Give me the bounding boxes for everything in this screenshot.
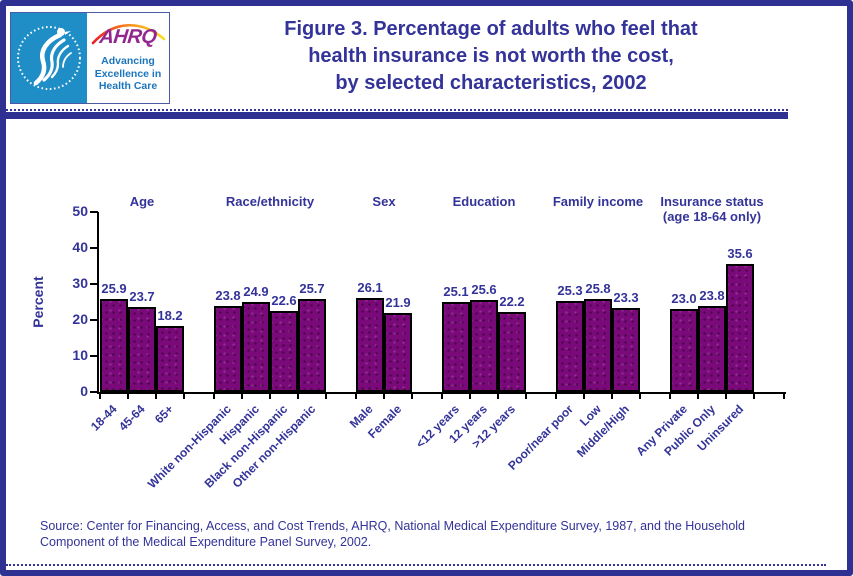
figure-title: Figure 3. Percentage of adults who feel …: [284, 18, 698, 94]
header-divider-bar: [6, 112, 788, 119]
y-tick-label: 20: [72, 311, 88, 327]
y-tick-label: 0: [80, 383, 88, 399]
bar: [470, 300, 498, 392]
bar: [156, 326, 184, 392]
x-tick: [669, 394, 671, 399]
bar: [384, 313, 412, 392]
y-tick: [90, 211, 98, 213]
bar: [584, 299, 612, 392]
y-tick: [90, 319, 98, 321]
bar-value-label: 25.8: [585, 281, 611, 296]
bar: [612, 308, 640, 392]
x-category-label: 65+: [151, 402, 176, 427]
x-tick: [725, 394, 727, 399]
x-tick: [583, 394, 585, 399]
y-tick: [90, 391, 98, 393]
bar: [498, 312, 526, 392]
x-tick: [99, 394, 101, 399]
x-category-label: 18-44: [88, 402, 120, 434]
x-tick: [127, 394, 129, 399]
bar-value-label: 25.7: [299, 281, 325, 296]
x-tick: [441, 394, 443, 399]
x-tick: [183, 394, 185, 399]
bar: [556, 301, 584, 392]
bar: [100, 299, 128, 392]
bar: [356, 298, 384, 392]
hhs-eagle-icon: [11, 13, 87, 103]
bar: [670, 309, 698, 392]
group-label: Sex: [372, 194, 396, 209]
hhs-logo: [11, 13, 87, 103]
ahrq-logo: AHRQ Advancing Excellence in Health Care: [87, 13, 169, 103]
ahrq-swoosh-icon: [91, 23, 166, 45]
bar-value-label: 22.6: [271, 293, 297, 308]
x-tick: [469, 394, 471, 399]
x-tick: [241, 394, 243, 399]
bar-value-label: 18.2: [157, 308, 183, 323]
bar-value-label: 24.9: [243, 284, 269, 299]
bar-value-label: 25.3: [557, 283, 583, 298]
y-tick-label: 50: [72, 203, 88, 219]
y-axis-title: Percent: [30, 276, 46, 328]
group-label: Family income: [552, 194, 644, 209]
bar-value-label: 25.9: [101, 281, 127, 296]
bar-value-label: 23.3: [613, 290, 639, 305]
bar: [698, 306, 726, 392]
bar: [128, 307, 156, 392]
footer-dotted-rule: [6, 564, 826, 566]
x-tick: [269, 394, 271, 399]
bar: [726, 264, 754, 392]
group-label: Education: [452, 194, 516, 209]
x-tick: [213, 394, 215, 399]
x-tick: [525, 394, 527, 399]
group-label: Age: [129, 194, 155, 209]
y-tick-label: 30: [72, 275, 88, 291]
x-tick: [697, 394, 699, 399]
bar-value-label: 21.9: [385, 295, 411, 310]
bar: [214, 306, 242, 392]
x-tick: [611, 394, 613, 399]
y-tick: [90, 283, 98, 285]
bar-value-label: 23.7: [129, 289, 155, 304]
bar: [298, 299, 326, 392]
x-tick: [497, 394, 499, 399]
bar: [242, 302, 270, 392]
bar-value-label: 25.6: [471, 282, 497, 297]
agency-logo: AHRQ Advancing Excellence in Health Care: [10, 12, 170, 104]
x-tick: [155, 394, 157, 399]
y-axis-line: [97, 212, 99, 394]
y-tick-label: 10: [72, 347, 88, 363]
x-tick: [639, 394, 641, 399]
x-category-label: 45-64: [116, 402, 148, 434]
bar-value-label: 26.1: [357, 280, 383, 295]
x-tick: [383, 394, 385, 399]
y-tick: [90, 247, 98, 249]
bar-value-label: 25.1: [443, 284, 469, 299]
x-tick: [753, 394, 755, 399]
x-axis-line: [97, 392, 786, 394]
bar-chart: Percent 0 10 20 30 40 50 25.9 18-44 23.7 45-64 18.…: [6, 120, 847, 520]
source-note: Source: Center for Financing, Access, an…: [40, 519, 746, 549]
group-label: Race/ethnicity: [225, 194, 315, 209]
bar: [442, 302, 470, 392]
bar: [270, 311, 298, 392]
header-dotted-rule: [6, 109, 788, 111]
ahrq-wordmark: AHRQ: [98, 26, 158, 48]
bar-value-label: 23.8: [215, 288, 241, 303]
x-tick: [555, 394, 557, 399]
y-tick-label: 40: [72, 239, 88, 255]
y-tick: [90, 355, 98, 357]
bar-value-label: 23.0: [671, 291, 697, 306]
group-label: Insurance status (age 18-64 only): [660, 194, 764, 224]
x-tick: [783, 394, 785, 399]
bar-value-label: 23.8: [699, 288, 725, 303]
x-tick: [325, 394, 327, 399]
x-tick: [355, 394, 357, 399]
x-tick: [297, 394, 299, 399]
ahrq-tagline: Advancing Excellence in Health Care: [94, 55, 162, 92]
bar-value-label: 22.2: [499, 294, 525, 309]
bar-value-label: 35.6: [727, 246, 753, 261]
x-tick: [411, 394, 413, 399]
